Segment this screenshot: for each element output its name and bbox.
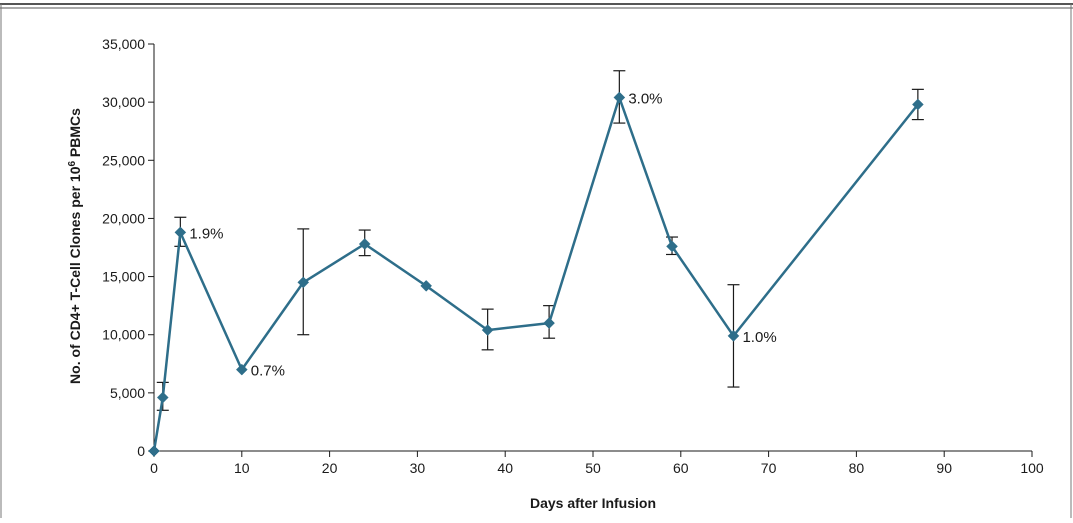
y-tick-label: 0 [137,443,145,459]
y-tick-label: 35,000 [102,36,145,52]
y-tick-label: 30,000 [102,94,145,110]
data-point-marker [543,317,555,329]
data-point-marker [358,238,371,250]
y-tick-label: 20,000 [102,210,145,226]
percentage-annotation: 1.9% [189,225,223,242]
data-point-marker [727,330,740,342]
x-tick-label: 10 [234,460,250,476]
data-point-marker [174,226,187,239]
percentage-annotation: 1.0% [742,329,776,346]
data-point-marker [297,276,310,289]
x-axis-title: Days after Infusion [530,495,656,511]
x-tick-label: 80 [849,460,865,476]
x-tick-label: 90 [936,460,952,476]
y-axis-title-main: No. of CD4+ T-Cell Clones per 10 [67,166,83,384]
data-point-marker [912,98,924,111]
y-axis-title: No. of CD4+ T-Cell Clones per 106 PBMCs [67,108,84,384]
axes: 0 10 20 30 40 50 60 70 80 90 100 0 5,000 10,000 15,000… [102,36,1044,476]
y-tick-label: 25,000 [102,152,145,168]
data-markers [148,91,924,457]
percentage-annotation: 0.7% [251,363,285,380]
x-tick-label: 70 [761,460,777,476]
y-axis-title-superscript: 6 [67,161,78,167]
x-tick-label: 20 [322,460,338,476]
x-tick-label: 60 [673,460,689,476]
data-point-marker [148,445,160,457]
annotations: 1.9% 0.7% 3.0% 1.0% [189,90,776,379]
series-line-group [152,96,919,452]
y-axis-title-suffix: PBMCs [67,108,83,161]
data-point-marker [666,240,678,253]
x-tick-label: 50 [585,460,601,476]
x-tick-label: 40 [497,460,513,476]
x-tick-label: 100 [1020,460,1044,476]
y-tick-label: 5,000 [110,385,145,401]
data-point-marker [235,363,248,376]
data-point-marker [420,280,433,292]
percentage-annotation: 3.0% [628,90,662,107]
y-tick-label: 10,000 [102,327,145,343]
x-tick-label: 30 [410,460,426,476]
data-point-marker [481,324,494,336]
y-tick-label: 15,000 [102,269,145,285]
data-point-marker [613,91,626,104]
x-tick-label: 0 [150,460,158,476]
data-point-marker [156,391,169,404]
series-line [152,96,919,452]
